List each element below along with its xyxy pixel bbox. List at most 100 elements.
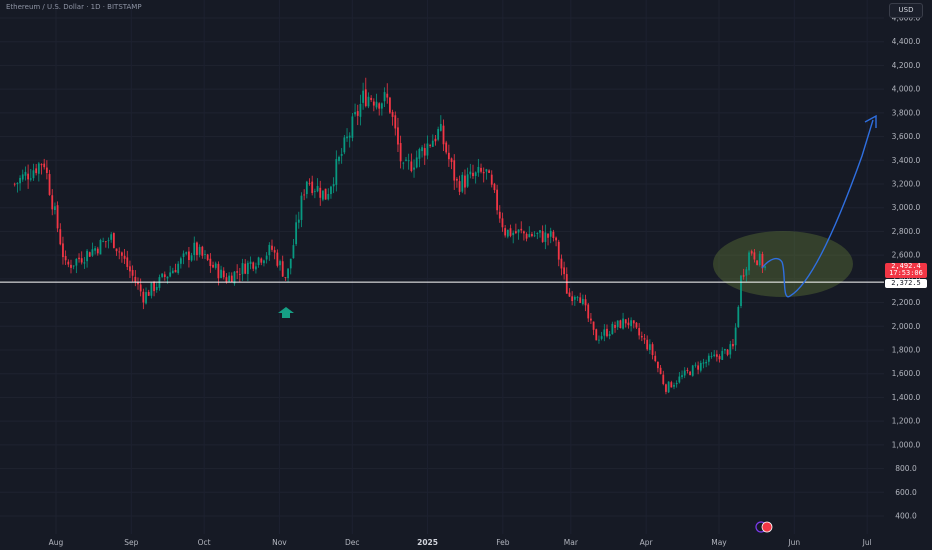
- candle-body: [673, 384, 675, 387]
- candle-body: [662, 374, 665, 385]
- candle-body: [659, 367, 662, 375]
- candle-body: [756, 260, 758, 266]
- time-tick-label: Dec: [345, 538, 360, 547]
- candle-body: [646, 339, 649, 350]
- candle-body: [689, 371, 691, 376]
- currency-button[interactable]: USD: [889, 3, 923, 18]
- candle-body: [271, 245, 273, 250]
- last-price-value: 2,492.4: [891, 262, 921, 270]
- candle-body: [75, 258, 78, 266]
- last-price-tag: 2,492.4 17:53:06: [885, 263, 927, 278]
- candle-body: [525, 233, 528, 239]
- candle-body: [88, 252, 91, 257]
- candle-body: [477, 166, 480, 173]
- projection-arrowhead: [864, 114, 877, 128]
- candle-body: [606, 328, 608, 337]
- candle-body: [732, 343, 734, 347]
- price-tick-label: 3,000.0: [892, 203, 921, 212]
- price-tick-label: 3,400.0: [892, 156, 921, 165]
- time-tick-label: Feb: [496, 538, 510, 547]
- candle-body: [126, 257, 129, 267]
- candle-body: [246, 262, 249, 275]
- candle-body: [268, 244, 271, 256]
- candle-body: [410, 161, 413, 172]
- candle-body: [45, 167, 48, 174]
- candle-body: [171, 270, 174, 274]
- candle-body: [533, 235, 536, 237]
- candle-body: [598, 339, 600, 341]
- candle-body: [375, 101, 378, 108]
- time-tick-label: Nov: [272, 538, 287, 547]
- candle-body: [32, 170, 35, 179]
- candle-body: [110, 234, 113, 240]
- candle-body: [134, 276, 137, 283]
- candle-body: [222, 270, 225, 278]
- candle-body: [595, 329, 598, 341]
- candle-body: [466, 174, 469, 187]
- price-tick-label: 1,600.0: [892, 369, 921, 378]
- time-tick-label: Jul: [862, 538, 872, 547]
- candle-body: [372, 101, 375, 106]
- up-arrow-icon: [278, 307, 294, 318]
- candle-body: [273, 250, 276, 253]
- candle-body: [153, 282, 155, 292]
- candle-body: [174, 270, 177, 273]
- candle-body: [549, 230, 552, 237]
- candle-body: [691, 365, 694, 376]
- candle-body: [252, 262, 255, 269]
- candle-body: [568, 292, 571, 297]
- candle-body: [748, 252, 750, 271]
- candle-body: [391, 111, 394, 117]
- price-tick-label: 3,200.0: [892, 180, 921, 189]
- candle-body: [131, 269, 134, 276]
- candle-body: [657, 361, 659, 369]
- candle-body: [21, 174, 24, 180]
- candle-body: [480, 167, 482, 172]
- candle-body: [137, 282, 139, 285]
- candle-body: [86, 250, 88, 262]
- candle-body: [161, 273, 164, 277]
- candle-body: [13, 183, 16, 185]
- candle-body: [343, 137, 346, 153]
- symbol-title[interactable]: Ethereum / U.S. Dollar · 1D · BITSTAMP: [6, 3, 142, 11]
- candle-body: [233, 271, 236, 284]
- candle-body: [415, 157, 418, 168]
- candle-body: [498, 211, 501, 219]
- candle-body: [493, 183, 496, 191]
- time-tick-label: 2025: [417, 538, 438, 547]
- candle-body: [204, 254, 206, 256]
- candle-body: [397, 127, 399, 145]
- candle-body: [461, 174, 464, 192]
- candle-body: [198, 246, 201, 255]
- candle-body: [474, 172, 477, 176]
- candle-body: [330, 186, 332, 195]
- news-flag-icon[interactable]: [761, 521, 773, 533]
- candle-body: [488, 170, 490, 173]
- candle-body: [163, 274, 166, 277]
- candle-body: [206, 254, 209, 260]
- candle-body: [190, 255, 193, 261]
- price-tick-label: 1,800.0: [892, 346, 921, 355]
- candle-body: [102, 240, 105, 242]
- candle-body: [48, 174, 51, 195]
- candle-body: [429, 145, 432, 146]
- time-tick-label: Aug: [49, 538, 64, 547]
- price-tick-label: 2,800.0: [892, 227, 921, 236]
- candle-body: [217, 263, 220, 279]
- candle-body: [560, 258, 563, 269]
- candle-body: [40, 164, 43, 166]
- candle-body: [16, 182, 19, 185]
- candle-body: [70, 264, 72, 268]
- candle-body: [370, 97, 373, 100]
- candle-body: [150, 282, 153, 296]
- candle-body: [450, 158, 453, 162]
- candle-body: [287, 268, 289, 279]
- candle-body: [389, 97, 391, 113]
- projection-path[interactable]: [761, 119, 874, 298]
- candle-body: [346, 136, 348, 139]
- candle-body: [196, 242, 198, 256]
- candle-body: [80, 258, 83, 263]
- candle-body: [528, 234, 531, 238]
- candle-body: [632, 320, 635, 324]
